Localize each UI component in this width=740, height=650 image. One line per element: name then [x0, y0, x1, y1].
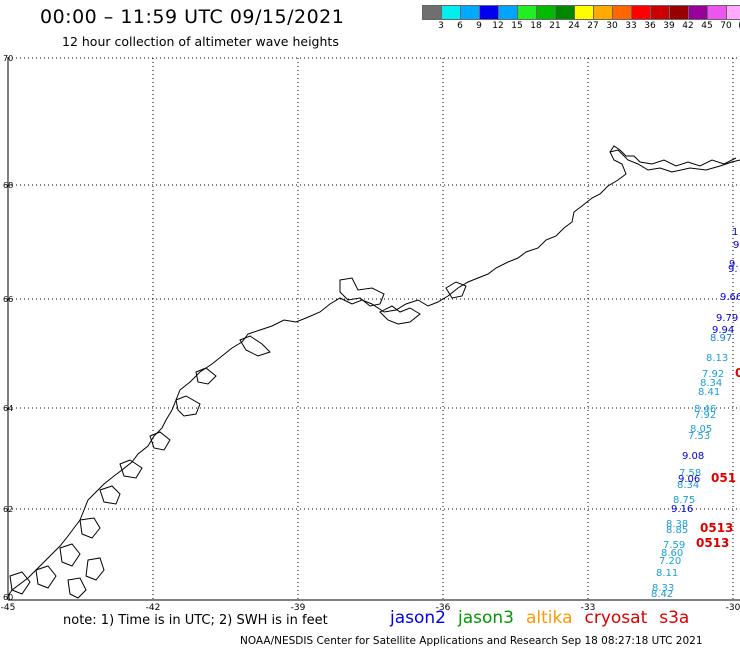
footer-note: note: 1) Time is in UTC; 2) SWH is in fe…: [63, 613, 328, 628]
lat-label: 62: [3, 505, 13, 514]
lon-label: -45: [1, 603, 16, 613]
wave-height-label: 9.66: [720, 292, 740, 303]
map-title: 00:00 – 11:59 UTC 09/15/2021: [40, 6, 345, 28]
lat-label: 64: [3, 404, 13, 413]
wave-height-label: 8.34: [700, 378, 722, 389]
lon-label: -36: [436, 603, 451, 613]
wave-height-label: 9.79: [716, 313, 738, 324]
wave-heights-blue: 1 9 9. 9. 9.66 9.79 9.94 9.08 9.06 9.16: [671, 227, 740, 515]
wave-height-colorbar: [422, 5, 740, 20]
colorbar-label: 3: [438, 21, 444, 31]
footer-credit: NOAA/NESDIS Center for Satellite Applica…: [240, 635, 703, 647]
wave-height-label: 9.16: [671, 504, 693, 515]
wave-height-label: 0513: [700, 521, 733, 535]
wave-height-label: 8.38: [666, 519, 688, 530]
wave-height-label: 9.: [728, 264, 738, 275]
map-subtitle: 12 hour collection of altimeter wave hei…: [62, 34, 339, 49]
wave-height-label: 7.53: [688, 431, 710, 442]
wave-height-label: 9: [733, 240, 739, 251]
colorbar-label: 70: [720, 21, 732, 31]
satellite-legend: jason2 jason3 altika cryosat s3a: [390, 608, 689, 628]
colorbar-label: 36: [644, 21, 656, 31]
colorbar-label: 39: [663, 21, 675, 31]
colorbar-label: 6: [457, 21, 463, 31]
colorbar-label: 45: [701, 21, 713, 31]
colorbar-label: 12: [492, 21, 504, 31]
wave-height-label: 1: [732, 227, 738, 238]
colorbar-label: (ft): [735, 21, 740, 31]
wave-height-label: 0: [735, 366, 740, 380]
wave-height-label: 8.41: [698, 387, 720, 398]
latitude-labels: 70 68 66 64 62 60: [3, 54, 13, 602]
latitude-gridlines: [8, 57, 740, 510]
wave-height-label: 8.13: [706, 353, 728, 364]
lon-label: -42: [146, 603, 161, 613]
colorbar-label: 27: [587, 21, 599, 31]
longitude-gridlines: [152, 58, 734, 600]
satellite-legend-item: cryosat: [584, 608, 648, 628]
wave-height-label: 8.46: [694, 404, 716, 415]
satellite-legend-item: jason3: [458, 608, 514, 628]
satellite-legend-item: s3a: [659, 608, 690, 628]
wave-height-label: 7.58: [679, 468, 701, 479]
wave-height-label: 8.05: [690, 424, 712, 435]
wave-heights-mixed: 8.97: [710, 333, 732, 344]
satellite-legend-item: jason2: [390, 608, 446, 628]
colorbar-label: 21: [549, 21, 561, 31]
wave-height-label: 8.11: [656, 568, 678, 579]
wave-heights-red: 0 051 0513 0513: [696, 366, 740, 550]
wave-height-label: 8.60: [661, 548, 683, 559]
wave-height-label: 8.97: [710, 333, 732, 344]
wave-height-label: 9.: [729, 259, 739, 270]
wave-height-label: 7.20: [659, 556, 681, 567]
wave-height-label: 9.94: [712, 325, 734, 336]
lon-label: -30: [726, 603, 740, 613]
wave-height-label: 8.75: [673, 495, 695, 506]
lon-label: -39: [291, 603, 306, 613]
greenland-coastline: [7, 145, 740, 599]
lat-label: 68: [3, 181, 13, 190]
wave-height-label: 8.34: [677, 480, 699, 491]
colorbar-label: 9: [476, 21, 482, 31]
wave-height-label: 051: [711, 471, 736, 485]
lat-label: 70: [3, 54, 13, 63]
colorbar-swatch: [726, 5, 740, 20]
colorbar-label: 30: [606, 21, 618, 31]
lon-label: -33: [581, 603, 596, 613]
satellite-legend-item: altika: [526, 608, 573, 628]
wave-height-label: 8.85: [666, 525, 688, 536]
wave-height-label: 7.92: [702, 369, 724, 380]
colorbar-label: 42: [682, 21, 694, 31]
wave-height-label: 8.42: [651, 589, 673, 600]
wave-height-label: 0513: [696, 536, 729, 550]
wave-height-label: 9.08: [682, 451, 704, 462]
wave-height-label: 7.92: [694, 410, 716, 421]
colorbar-label: 15: [511, 21, 523, 31]
lat-label: 60: [3, 593, 13, 602]
wave-height-label: 9.06: [678, 474, 700, 485]
colorbar-label: 24: [568, 21, 580, 31]
wave-height-label: 8.33: [652, 583, 674, 594]
wave-height-label: 7.59: [663, 540, 685, 551]
lat-label: 66: [3, 295, 13, 304]
colorbar-label: 33: [625, 21, 637, 31]
longitude-labels: -45 -42 -39 -36 -33 -30: [1, 603, 740, 613]
colorbar-label: 18: [530, 21, 542, 31]
wave-heights-cyan: 8.13 7.92 8.34 8.41 8.46 7.92 8.05 7.53 …: [651, 353, 728, 600]
